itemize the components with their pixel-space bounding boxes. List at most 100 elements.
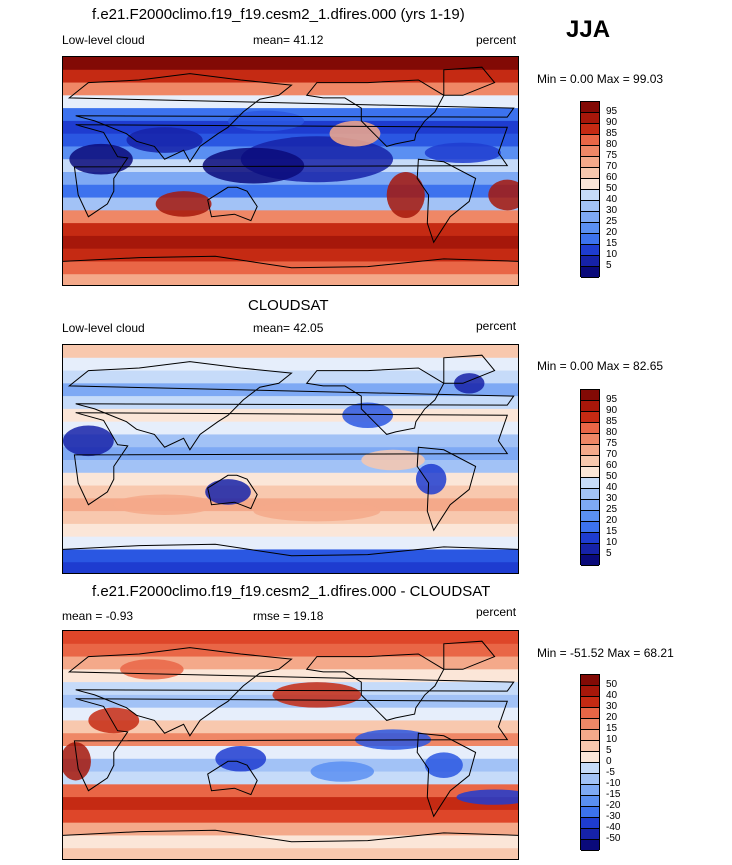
colorbar-box (581, 829, 599, 840)
coastline (443, 66, 496, 96)
field-blob (228, 110, 305, 132)
colorbar-tick-label: 40 (606, 690, 618, 701)
colorbar-box (581, 763, 599, 774)
field-band (63, 421, 518, 436)
panel-2-map (62, 344, 519, 574)
coastline (207, 474, 258, 510)
colorbar-tick-label: 40 (606, 194, 618, 205)
field-blob (120, 659, 184, 680)
colorbar-box (581, 135, 599, 146)
panel-1-variable: Low-level cloud (62, 33, 145, 47)
field-band (63, 797, 518, 811)
colorbar-tick-label: 5 (606, 745, 612, 756)
colorbar-box (581, 719, 599, 730)
field-blob (272, 682, 362, 708)
colorbar-tick-label: 15 (606, 723, 618, 734)
panel-3-title: f.e21.F2000climo.f19_f19.cesm2_1.dfires.… (92, 583, 491, 600)
colorbar-tick-label: 75 (606, 438, 618, 449)
field-band (63, 274, 518, 285)
field-band (63, 536, 518, 551)
coastline (73, 412, 509, 506)
field-band (63, 835, 518, 850)
colorbar-box (581, 686, 599, 697)
season-label: JJA (566, 16, 611, 43)
colorbar-box (581, 423, 599, 434)
colorbar-tick-label: 60 (606, 172, 618, 183)
colorbar-box (581, 522, 599, 533)
colorbar-tick-label: 20 (606, 515, 618, 526)
coastline (207, 186, 258, 222)
colorbar-tick-label: 10 (606, 734, 618, 745)
map-svg (63, 345, 518, 573)
colorbar-tick-label: 0 (606, 756, 612, 767)
field-band (63, 396, 518, 410)
colorbar-box (581, 555, 599, 566)
colorbar-box (581, 708, 599, 719)
colorbar-tick-label: 30 (606, 493, 618, 504)
colorbar-tick-label: 50 (606, 679, 618, 690)
field-blob (63, 425, 114, 457)
field-band (63, 184, 518, 199)
panel-1-minmax: Min = 0.00 Max = 99.03 (537, 72, 664, 86)
colorbar-tick-label: 30 (606, 205, 618, 216)
colorbar-box (581, 511, 599, 522)
panel-1-map (62, 56, 519, 286)
colorbar-tick-label: -50 (606, 833, 621, 844)
coastline (67, 361, 515, 451)
coastline (73, 698, 509, 792)
colorbar-box (581, 478, 599, 489)
panel-3-colorbar (580, 674, 600, 851)
coastline (416, 158, 477, 244)
colorbar-box (581, 212, 599, 223)
colorbar-tick-label: 70 (606, 449, 618, 460)
colorbar-box (581, 500, 599, 511)
field-blob (205, 479, 251, 505)
field-band (63, 248, 518, 263)
colorbar-box (581, 456, 599, 467)
colorbar-box (581, 730, 599, 741)
colorbar-box (581, 796, 599, 807)
colorbar-tick-label: 95 (606, 394, 618, 405)
field-blob (69, 143, 133, 175)
field-band (63, 210, 518, 225)
field-band (63, 822, 518, 837)
field-blob (361, 449, 425, 471)
field-blob (253, 500, 381, 522)
field-band (63, 758, 518, 773)
colorbar-tick-label: 70 (606, 161, 618, 172)
colorbar-tick-label: 25 (606, 504, 618, 515)
colorbar-box (581, 102, 599, 113)
coastline (305, 653, 445, 721)
field-blob (155, 191, 212, 217)
field-blob (424, 752, 463, 778)
field-blob (202, 147, 305, 184)
panel-1-units: percent (476, 33, 517, 47)
colorbar-box (581, 146, 599, 157)
panel-1-mean: mean= 41.12 (253, 33, 324, 47)
panel-3-mean: mean = -0.93 (62, 609, 134, 623)
field-blob (88, 707, 140, 734)
colorbar-box (581, 807, 599, 818)
colorbar-tick-label: 15 (606, 238, 618, 249)
field-band (63, 434, 518, 449)
colorbar-tick-label: -40 (606, 822, 621, 833)
colorbar-box (581, 675, 599, 686)
coastline (416, 732, 477, 818)
field-band (63, 57, 518, 71)
field-band (63, 631, 518, 645)
field-blob (329, 120, 381, 147)
colorbar-box (581, 697, 599, 708)
colorbar-tick-label: 20 (606, 227, 618, 238)
panel-2-mean: mean= 42.05 (253, 321, 324, 335)
panel-2-minmax: Min = 0.00 Max = 82.65 (537, 359, 664, 373)
colorbar-box (581, 390, 599, 401)
panel-2-units: percent (476, 319, 517, 333)
field-blob (456, 789, 518, 805)
colorbar-tick-label: 25 (606, 216, 618, 227)
field-band (63, 771, 518, 786)
field-blob (126, 127, 203, 153)
field-band (63, 809, 518, 824)
colorbar-tick-label: -5 (606, 767, 615, 778)
colorbar-box (581, 752, 599, 763)
colorbar-box (581, 785, 599, 796)
